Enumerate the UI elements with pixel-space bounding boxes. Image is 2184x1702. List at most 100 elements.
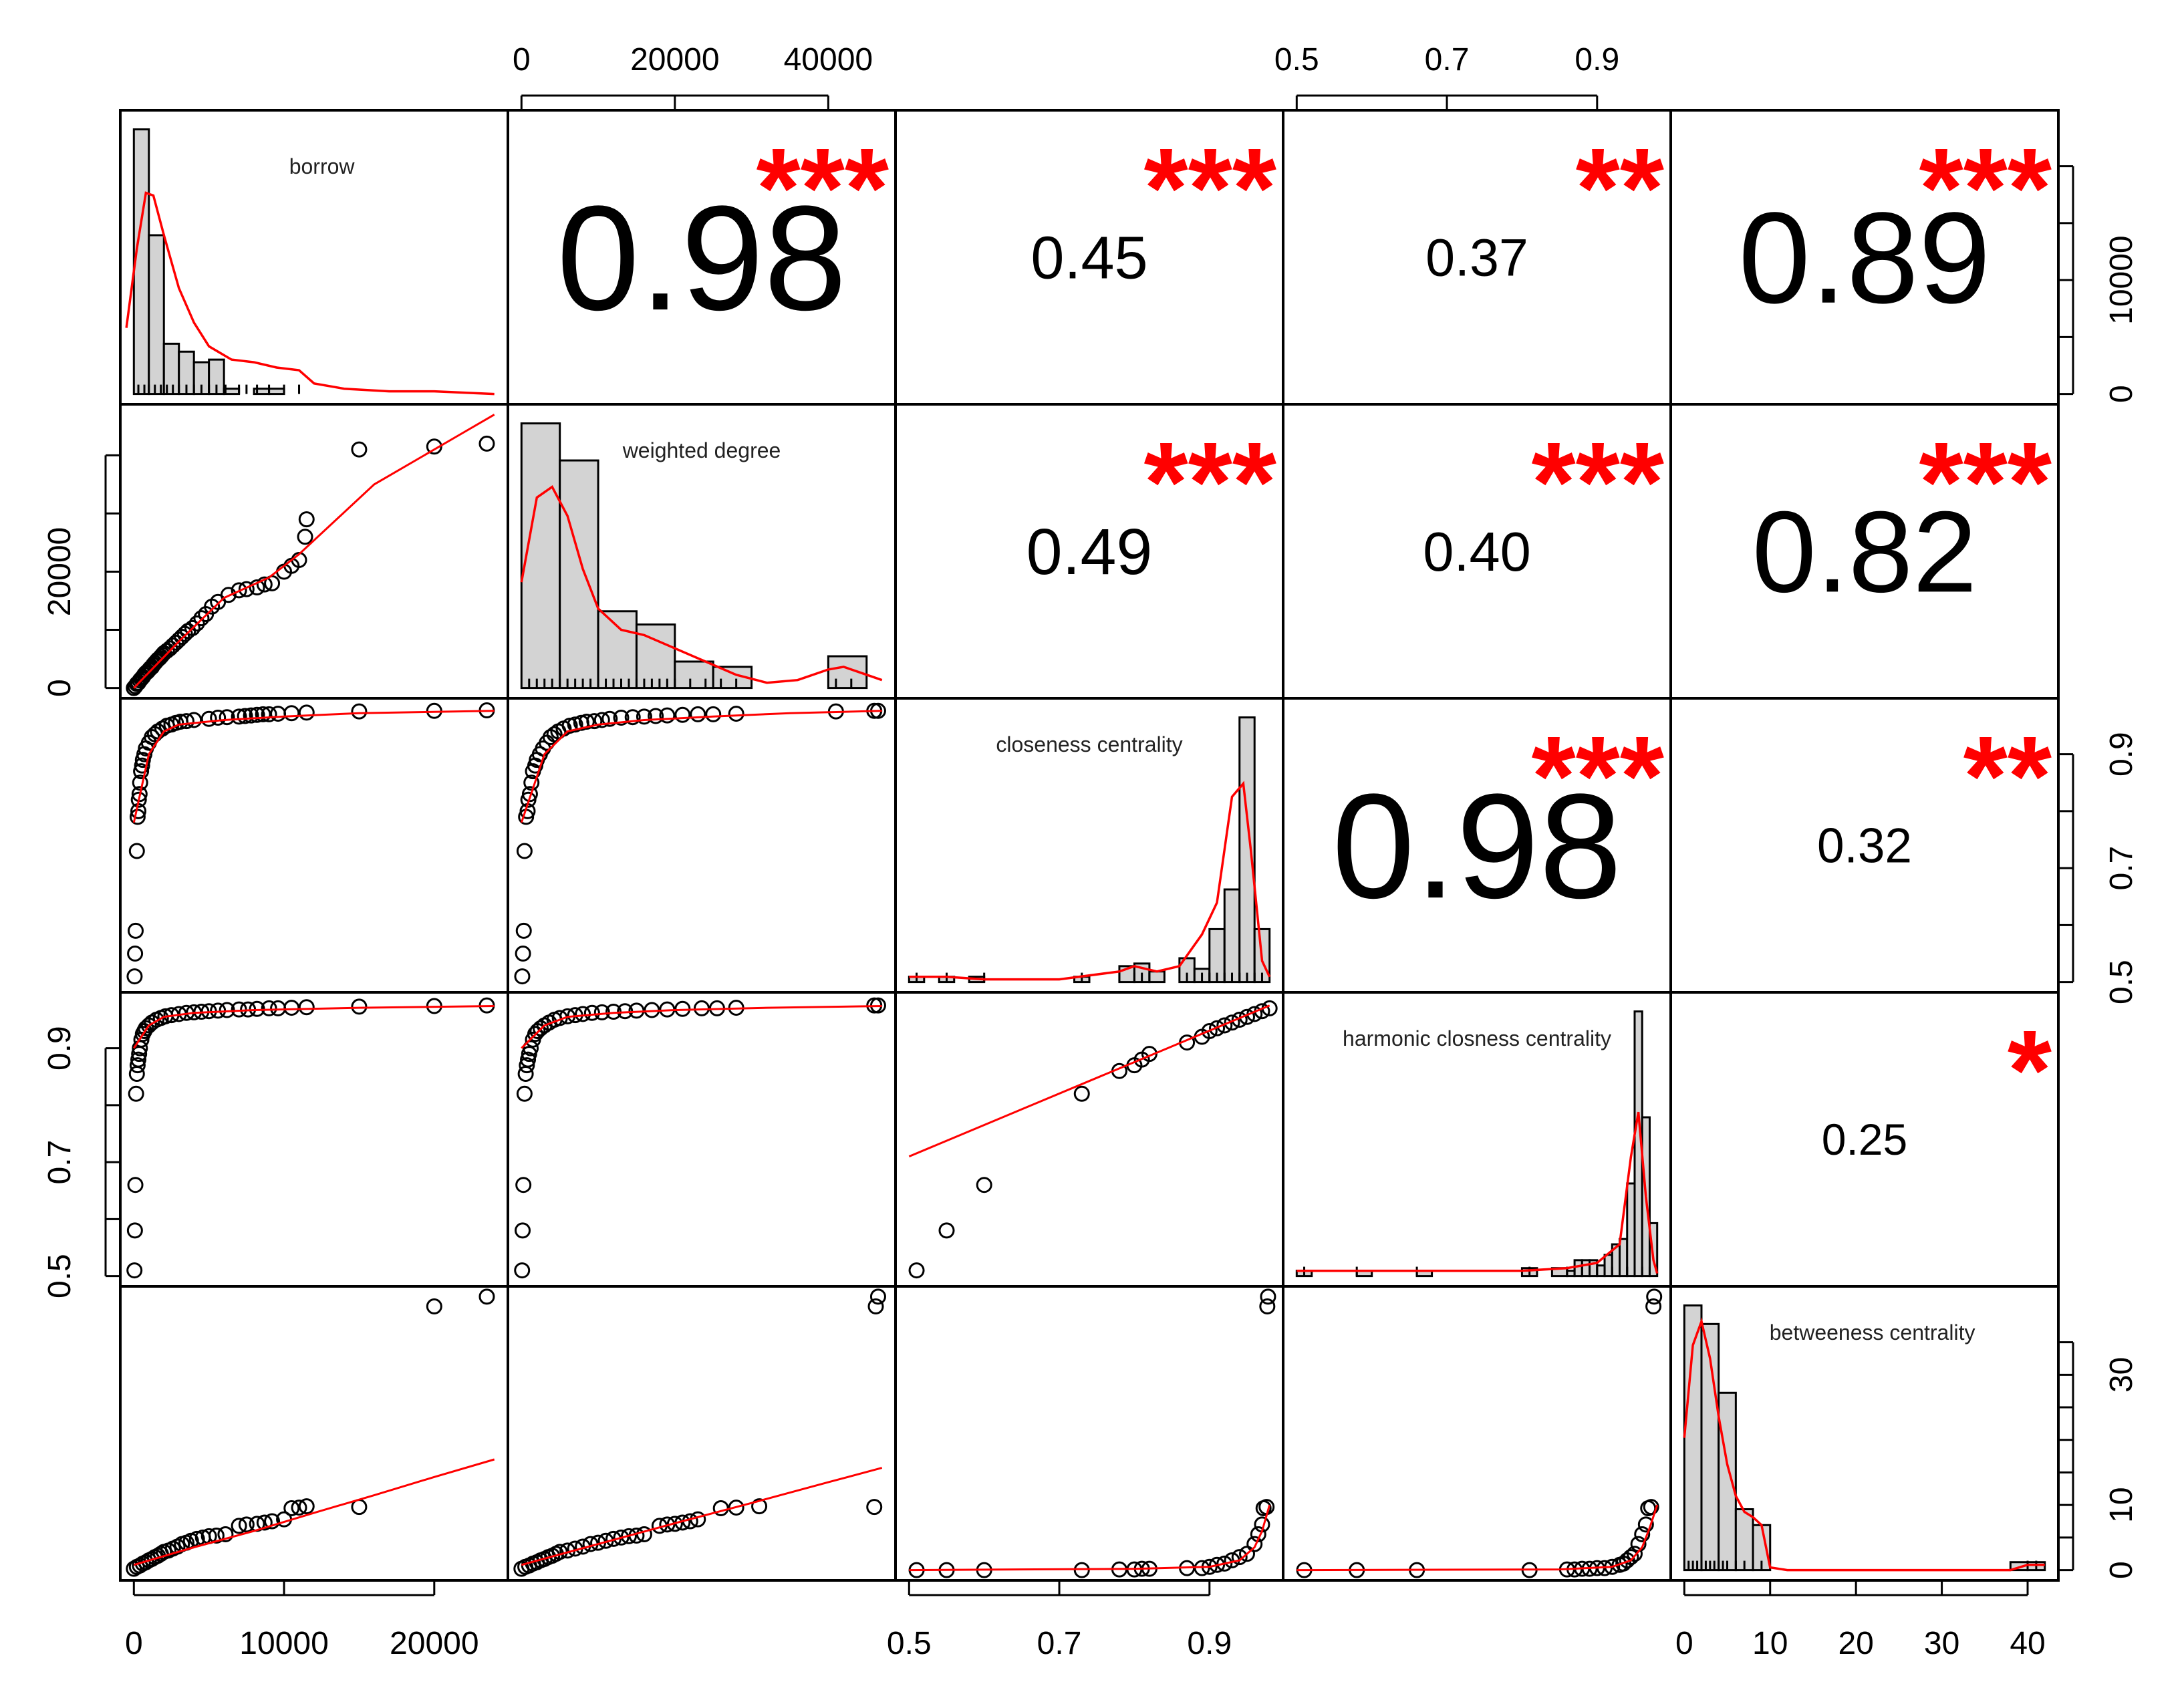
scatter-point [516, 843, 533, 859]
scatter-point [256, 1514, 273, 1531]
tick-label: 0.7 [1037, 1626, 1082, 1661]
histogram-bar [1581, 1259, 1591, 1278]
scatter-point [134, 757, 150, 774]
panel-frame [119, 1285, 509, 1582]
density-curve [125, 191, 495, 396]
scatter-point [231, 582, 247, 599]
panel-frame [119, 403, 509, 700]
scatter-point [128, 843, 145, 859]
scatter-point [515, 922, 532, 939]
scatter-point [1216, 1017, 1233, 1034]
significance-stars: *** [1532, 419, 1664, 546]
scatter-point [1073, 1085, 1090, 1102]
scatter-point [178, 713, 194, 730]
tick-label: 0 [2104, 1561, 2139, 1579]
scatter-point [1260, 1288, 1276, 1305]
panel-frame [507, 991, 897, 1288]
density-curve [909, 781, 1271, 981]
fit-line [520, 710, 882, 823]
scatter-point [243, 707, 259, 724]
scatter-point [231, 1518, 247, 1534]
scatter-point [200, 710, 217, 727]
tick-label: 0.7 [42, 1140, 78, 1185]
tick-label: 20000 [630, 42, 719, 78]
scatter-point [1216, 1555, 1233, 1572]
histogram-bar [520, 422, 561, 690]
tick-label: 0.7 [1425, 42, 1470, 78]
fit-line [1296, 1504, 1659, 1572]
histogram-bar [597, 610, 638, 690]
fit-line [133, 1458, 495, 1566]
scatter-point [220, 587, 237, 603]
scatter-point [705, 706, 722, 722]
scatter-point [1645, 1298, 1662, 1315]
scatter-point [867, 1298, 884, 1315]
scatter-point [297, 529, 313, 545]
scatter-point [624, 709, 641, 726]
correlation-value: 0.32 [1817, 819, 1912, 873]
scatter-point [601, 710, 618, 727]
correlation-value: 0.98 [557, 175, 847, 341]
variable-label: borrow [289, 154, 356, 178]
scatter-point [1637, 1516, 1654, 1533]
scatter-point [479, 1288, 495, 1305]
significance-stars: *** [1144, 419, 1276, 546]
scatter-point [908, 1262, 925, 1279]
tick-label: 10000 [2104, 235, 2139, 324]
tick-label: 0 [2104, 385, 2139, 403]
scatter-point [1634, 1526, 1651, 1543]
scatter-point [219, 709, 235, 726]
correlation-value: 0.49 [1027, 515, 1153, 588]
tick-label: 0 [125, 1626, 143, 1661]
scatter-point [264, 1513, 281, 1530]
scatter-point [127, 945, 144, 962]
scatter-point [520, 1051, 537, 1068]
tick-label: 0.5 [1274, 42, 1319, 78]
scatter-point [567, 716, 583, 733]
tick-label: 0.5 [2104, 960, 2139, 1004]
scatter-point [261, 1000, 277, 1016]
fit-line [908, 1004, 1270, 1157]
histogram-bar [1734, 1508, 1754, 1572]
scatter-point [1626, 1546, 1643, 1562]
scatter-point [231, 708, 247, 725]
scatter-point [217, 1526, 234, 1543]
scatter-point [593, 712, 610, 728]
scatter-point [613, 1529, 630, 1546]
scatter-point [1209, 1020, 1226, 1036]
fit-line [133, 414, 495, 689]
panel-frame [507, 697, 897, 994]
histogram-bar [1596, 1264, 1606, 1278]
correlation-value: 0.45 [1031, 225, 1147, 292]
significance-stars: ** [1963, 713, 2052, 840]
fit-line [521, 1467, 883, 1566]
scatter-point [238, 1516, 255, 1533]
scatter-point [620, 1528, 637, 1544]
tick-label: 30 [2104, 1357, 2139, 1393]
tick-label: 40 [2010, 1626, 2045, 1661]
panel-frame [1282, 1285, 1672, 1582]
scatter-point [1246, 1536, 1263, 1552]
scatter-point [1209, 1556, 1226, 1573]
scatter-point [283, 705, 300, 722]
scatter-point [298, 511, 315, 528]
histogram-bar [1148, 970, 1166, 984]
scatter-point [283, 1000, 300, 1016]
scatter-point [238, 581, 255, 597]
scatter-point [514, 1262, 531, 1279]
variable-label: betweeness centrality [1770, 1320, 1975, 1344]
scatter-point [210, 710, 227, 726]
fit-line [909, 1504, 1271, 1572]
histogram-bar [712, 666, 753, 690]
scatter-point [1643, 1499, 1659, 1516]
scatter-point [751, 1498, 768, 1515]
scatter-point [127, 922, 144, 939]
scatter-point [1646, 1288, 1663, 1305]
tick-label: 0.9 [1575, 42, 1619, 78]
panel-frame [119, 697, 509, 994]
significance-stars: * [2008, 1007, 2052, 1134]
tick-label: 0.9 [2104, 732, 2139, 776]
scatter-point [515, 1222, 531, 1239]
histogram-bar [1566, 1270, 1576, 1278]
